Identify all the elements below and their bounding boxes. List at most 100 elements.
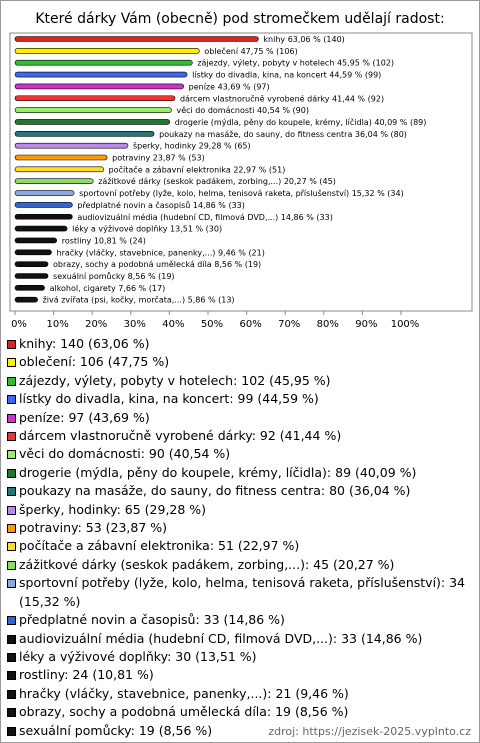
bar [14,202,73,208]
legend-swatch [7,450,16,460]
legend-swatch [7,671,16,681]
bar-label: předplatné novin a časopisů 14,86 % (33) [77,199,245,209]
bar-value-label: 63,06 % (140) [288,35,345,44]
bar-category: zážitkové dárky (seskok padákem, zorbing… [98,176,281,186]
bar [14,273,49,279]
bar [14,190,75,196]
bar-label: zájezdy, výlety, pobyty v hotelech 45,95… [197,58,394,67]
legend-label: léky a výživové doplňky: 30 (13,51 %) [19,648,257,664]
bar-category: šperky, hodinky [133,140,196,150]
legend-label: šperky, hodinky: 65 (29,28 %) [19,501,207,517]
bar-value-label: 10,81 % (24) [94,236,146,245]
legend-swatch [7,652,16,662]
bar-category: oblečení [204,45,239,55]
bar [14,59,193,66]
legend-label: lístky do divadla, kina, na koncert: 99 … [19,391,319,407]
x-tick-label: 100% [391,319,420,330]
bar-value-label: 14,86 % (33) [281,212,333,221]
legend-item: léky a výživové doplňky: 30 (13,51 %) [7,648,473,666]
bar [14,296,38,303]
legend-label: sportovní potřeby (lyže, kolo, helma, te… [19,575,466,609]
bar-category: peníze [189,82,215,91]
bar [14,119,171,125]
bar [14,166,104,173]
bar-category: sportovní potřeby (lyže, kolo, helma, te… [79,188,349,198]
bar-value-label: 44,59 % (99) [329,70,381,79]
legend-item: hračky (vláčky, stavebnice, panenky,...)… [7,685,473,703]
bar-label: poukazy na masáže, do sauny, do fitness … [159,129,407,138]
legend-item: drogerie (mýdla, pěny do koupele, krémy,… [7,464,473,482]
bar [14,249,52,256]
legend-item: rostliny: 24 (10,81 %) [7,666,473,684]
legend-item: zážitkové dárky (seskok padákem, zorbing… [7,556,473,574]
bar-label: zážitkové dárky (seskok padákem, zorbing… [98,176,336,186]
bar-value-label: 45,95 % (102) [337,58,394,67]
bar-label: sexuální pomůcky 8,56 % (19) [53,271,175,281]
legend-item: poukazy na masáže, do sauny, do fitness … [7,482,473,500]
legend-item: počítače a zábavní elektronika: 51 (22,9… [7,537,473,555]
bar [14,285,45,291]
legend-swatch [7,413,16,423]
legend-swatch [7,524,16,534]
bar [14,83,184,90]
bar-label: živá zvířata (psi, kočky, morčata,...) 5… [43,294,235,304]
bar-label: sportovní potřeby (lyže, kolo, helma, te… [79,188,404,198]
legend-item: obrazy, sochy a podobná umělecká díla: 1… [7,703,473,721]
legend-label: knihy: 140 (63,06 %) [19,336,150,351]
legend-item: oblečení: 106 (47,75 %) [7,353,473,371]
legend-swatch [7,468,16,478]
legend-swatch [7,505,16,515]
bar-label: počítače a zábavní elektronika 22,97 % (… [109,164,286,174]
bar [14,213,73,220]
bar-value-label: 36,04 % (80) [355,129,407,138]
legend-label: sexuální pomůcky: 19 (8,56 %) [19,722,213,738]
bar-category: předplatné novin a časopisů [77,199,190,209]
legend-label: předplatné novin a časopisů: 33 (14,86 %… [19,612,285,628]
legend-swatch [7,708,16,718]
bar-value-label: 5,86 % (13) [188,295,235,304]
bar-category: poukazy na masáže, do sauny, do fitness … [159,129,352,138]
legend-item: lístky do divadla, kina, na koncert: 99 … [7,390,473,408]
legend-swatch [7,395,16,405]
bar [14,237,58,244]
legend-swatch [7,616,16,626]
bar-label: potraviny 23,87 % (53) [112,153,205,162]
source: zdroj: https://jezisek-2025.vyplnto.cz [268,725,471,738]
bar-label: knihy 63,06 % (140) [263,35,344,44]
bar-label: alkohol, cigarety 7,66 % (17) [50,283,166,292]
bar-label: drogerie (mýdla, pěny do koupele, krémy,… [175,116,427,126]
bar-category: potraviny [112,153,150,162]
legend-swatch [7,376,16,386]
legend-label: zájezdy, výlety, pobyty v hotelech: 102 … [19,372,331,388]
bar [14,36,259,42]
legend-item: sexuální pomůcky: 19 (8,56 %) [7,722,473,740]
legend-label: alkohol, cigarety: 17 (7,66 %) [19,741,203,743]
bar-category: dárcem vlastnoručně vyrobené dárky [180,93,330,103]
bar [14,178,94,184]
bar-category: hračky (vláčky, stavebnice, panenky,...) [57,247,216,257]
bar-label: lístky do divadla, kina, na koncert 44,5… [192,70,381,79]
bar [14,131,155,137]
legend-item: dárcem vlastnoručně vyrobené dárky: 92 (… [7,427,473,445]
bar [14,107,172,113]
legend-item: zájezdy, výlety, pobyty v hotelech: 102 … [7,372,473,390]
legend: knihy: 140 (63,06 %) oblečení: 106 (47,75… [7,335,473,743]
bar [14,71,188,78]
legend-item: šperky, hodinky: 65 (29,28 %) [7,501,473,519]
bar-category: sexuální pomůcky [53,271,125,281]
legend-item: předplatné novin a časopisů: 33 (14,86 %… [7,611,473,629]
legend-swatch [7,634,16,644]
legend-label: hračky (vláčky, stavebnice, panenky,...)… [19,685,349,701]
bar-category: živá zvířata (psi, kočky, morčata,...) [43,294,185,304]
bar-label: dárcem vlastnoručně vyrobené dárky 41,44… [180,93,384,103]
legend-swatch [7,560,16,570]
bar-value-label: 23,87 % (53) [153,153,205,162]
legend-swatch [7,542,16,552]
bar-value-label: 40,09 % (89) [374,117,426,126]
bar-value-label: 22,97 % (51) [233,165,285,174]
bar-category: alkohol, cigarety [50,283,116,292]
bar-label: šperky, hodinky 29,28 % (65) [133,140,251,150]
x-tick-label: 70% [278,319,300,330]
plot-frame [9,32,473,312]
bar-value-label: 47,75 % (106) [241,46,298,55]
